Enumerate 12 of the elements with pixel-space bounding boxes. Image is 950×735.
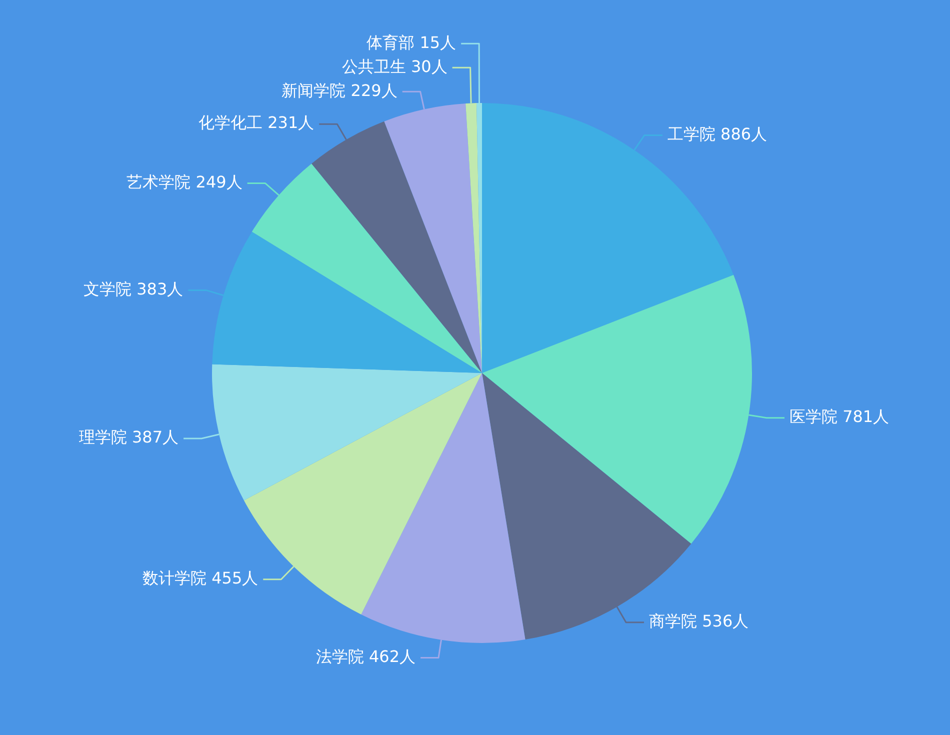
slice-label: 工学院 886人 xyxy=(667,124,768,144)
slice-label: 新闻学院 229人 xyxy=(282,80,398,100)
slice-label: 数计学院 455人 xyxy=(142,568,258,588)
slice-label: 文学院 383人 xyxy=(84,279,184,298)
slice-label: 化学化工 231人 xyxy=(198,113,314,132)
slice-label: 商学院 536人 xyxy=(649,612,749,631)
slice-label: 体育部 15人 xyxy=(366,32,456,52)
slice-label: 理学院 387人 xyxy=(78,428,179,447)
slice-label: 法学院 462人 xyxy=(316,646,416,666)
slice-label: 公共卫生 30人 xyxy=(342,56,448,76)
slice-label: 医学院 781人 xyxy=(789,406,890,426)
slice-label: 艺术学院 249人 xyxy=(126,172,242,192)
